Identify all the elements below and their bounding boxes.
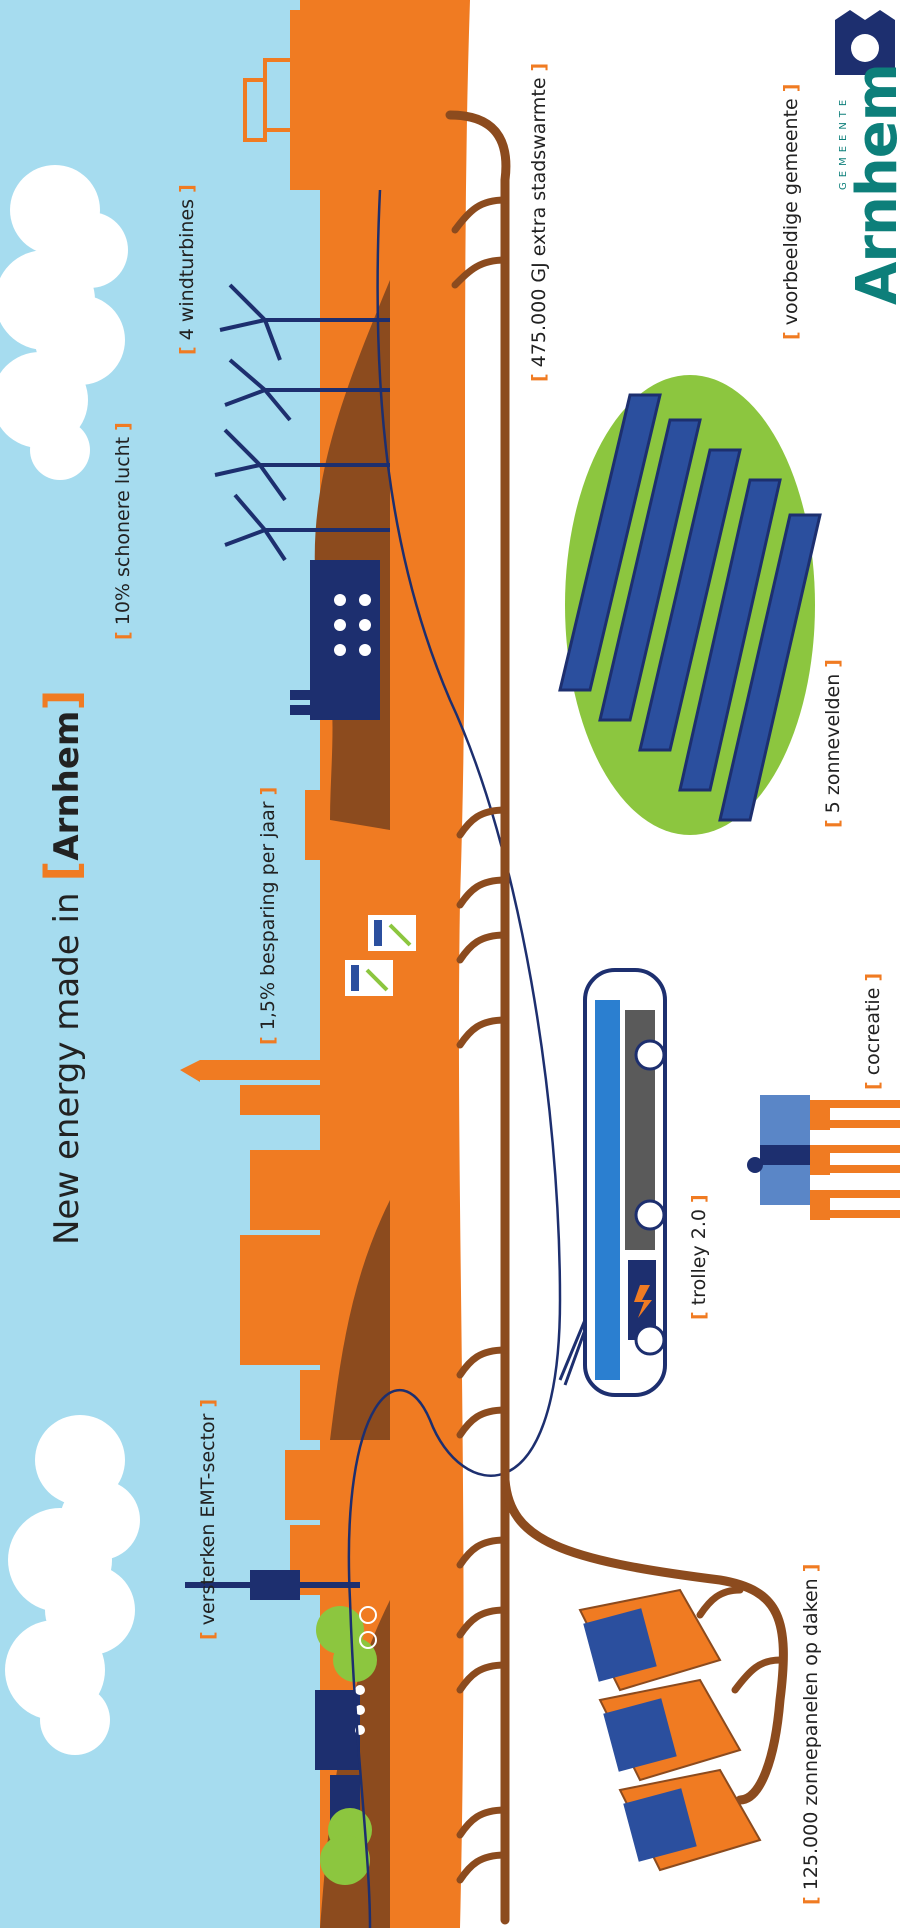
label-solar-fields-text: 5 zonnevelden [822, 673, 844, 814]
power-cable [347, 189, 562, 1928]
label-model-city-text: voorbeeldige gemeente [780, 98, 802, 326]
label-emt: [ versterken EMT-sector ] [197, 1398, 219, 1640]
skyline [180, 0, 360, 1595]
label-solar-fields: [ 5 zonnevelden ] [822, 659, 844, 828]
heat-pipe [500, 1475, 788, 1805]
headline-bracket-open: [ [35, 860, 89, 882]
label-trolley: [ trolley 2.0 ] [688, 1194, 710, 1320]
wind-turbine-icon [214, 283, 390, 562]
label-heat: [ 475.000 GJ extra stadswarmte ] [528, 62, 550, 382]
factory-icon [243, 58, 302, 142]
headline-text: New energy made in [47, 892, 87, 1245]
ground-hills [330, 1200, 390, 1440]
label-emt-text: versterken EMT-sector [197, 1413, 219, 1626]
headline-bracket-close: ] [35, 689, 89, 711]
logo-name: Arnhem [845, 63, 901, 305]
heat-pipe [445, 110, 511, 1925]
cloud-icon [5, 1415, 140, 1755]
label-wind-text: 4 windturbines [176, 198, 198, 341]
factory-icon [290, 560, 380, 720]
heat-arrow-icon [451, 196, 784, 1884]
bicycle-icon [359, 1606, 377, 1649]
label-cocreation-text: cocreatie [862, 987, 884, 1076]
label-heat-text: 475.000 GJ extra stadswarmte [528, 77, 550, 368]
trolley-bus-icon [558, 968, 667, 1397]
roof-solar-icon [578, 1588, 762, 1872]
puzzle-icon [747, 1095, 900, 1220]
chart-icon [345, 915, 416, 996]
label-air: [ 10% schonere lucht ] [112, 422, 134, 640]
label-saving: [ 1,5% besparing per jaar ] [257, 786, 279, 1045]
headline: New energy made in [Arnhem] [35, 690, 89, 1245]
label-cocreation: [ cocreatie ] [862, 972, 884, 1090]
label-model-city: [ voorbeeldige gemeente ] [780, 83, 802, 340]
city-crest-icon [835, 10, 895, 75]
people-icon [355, 1685, 365, 1735]
solar-panel-icon [558, 393, 822, 822]
cloud-icon [0, 165, 128, 480]
label-roof-panels-text: 125.000 zonnepanelen op daken [800, 1578, 822, 1891]
label-trolley-text: trolley 2.0 [688, 1209, 710, 1306]
label-wind: [ 4 windturbines ] [176, 184, 198, 355]
headline-highlight: Arnhem [47, 710, 87, 861]
label-roof-panels: [ 125.000 zonnepanelen op daken ] [800, 1563, 822, 1905]
label-saving-text: 1,5% besparing per jaar [257, 801, 279, 1031]
people-icon [334, 594, 371, 656]
label-air-text: 10% schonere lucht [112, 436, 134, 626]
